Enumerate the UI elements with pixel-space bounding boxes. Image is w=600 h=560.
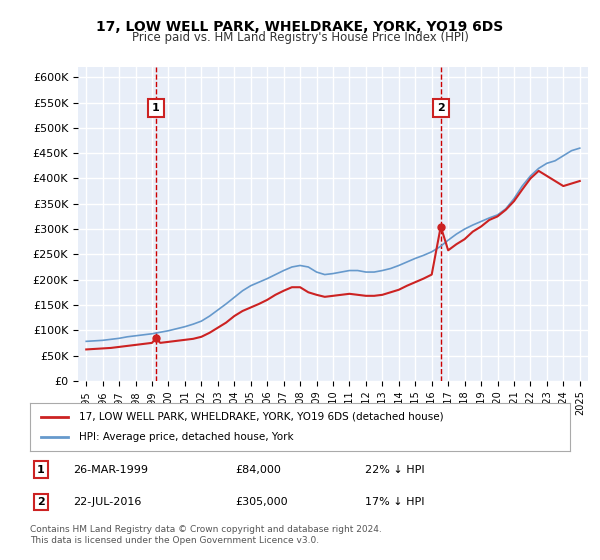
Text: 1: 1 (37, 465, 44, 475)
Text: 1: 1 (152, 102, 160, 113)
Text: Contains HM Land Registry data © Crown copyright and database right 2024.
This d: Contains HM Land Registry data © Crown c… (30, 525, 382, 545)
Text: £84,000: £84,000 (235, 465, 281, 475)
Text: 17, LOW WELL PARK, WHELDRAKE, YORK, YO19 6DS (detached house): 17, LOW WELL PARK, WHELDRAKE, YORK, YO19… (79, 412, 443, 422)
Text: Price paid vs. HM Land Registry's House Price Index (HPI): Price paid vs. HM Land Registry's House … (131, 31, 469, 44)
Text: 2: 2 (437, 102, 445, 113)
Text: 17, LOW WELL PARK, WHELDRAKE, YORK, YO19 6DS: 17, LOW WELL PARK, WHELDRAKE, YORK, YO19… (97, 20, 503, 34)
Text: 17% ↓ HPI: 17% ↓ HPI (365, 497, 424, 507)
Text: 22% ↓ HPI: 22% ↓ HPI (365, 465, 424, 475)
Text: 26-MAR-1999: 26-MAR-1999 (73, 465, 148, 475)
Text: 2: 2 (37, 497, 44, 507)
Text: HPI: Average price, detached house, York: HPI: Average price, detached house, York (79, 432, 293, 442)
Text: £305,000: £305,000 (235, 497, 288, 507)
Text: 22-JUL-2016: 22-JUL-2016 (73, 497, 142, 507)
